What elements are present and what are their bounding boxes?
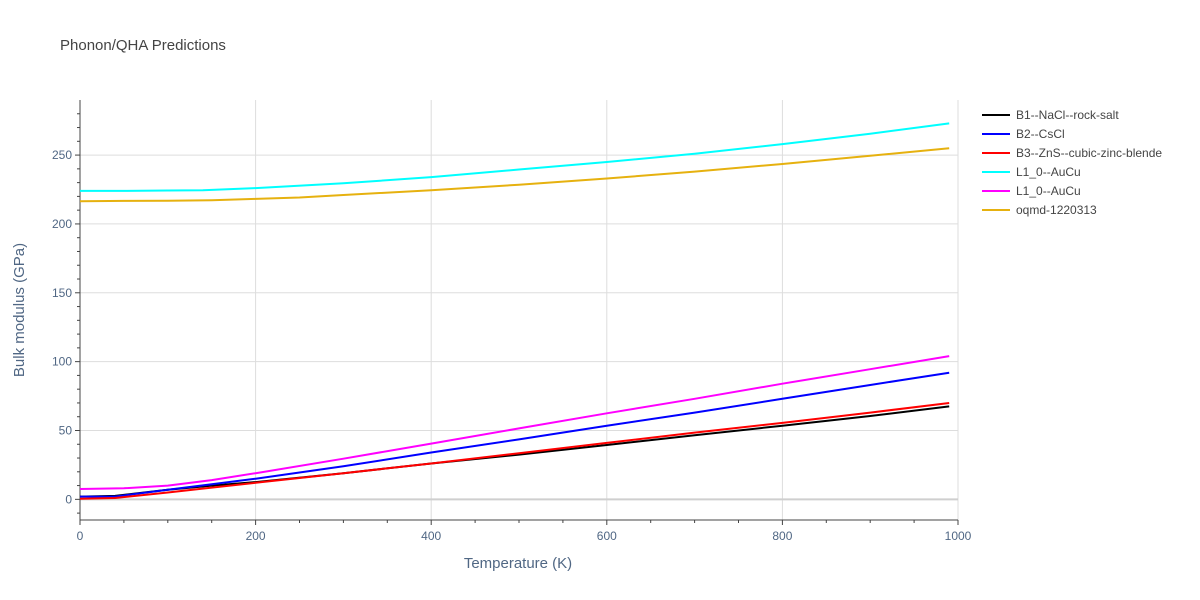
x-tick-label: 600 <box>597 529 617 543</box>
x-tick-label: 0 <box>77 529 84 543</box>
y-tick-label: 50 <box>59 423 73 437</box>
y-axis-label: Bulk modulus (GPa) <box>11 243 28 377</box>
x-tick-label: 800 <box>772 529 792 543</box>
x-axis-label: Temperature (K) <box>464 555 572 572</box>
series-line-2[interactable] <box>80 371 950 498</box>
x-tick-label: 1000 <box>945 529 972 543</box>
legend-label: L1_0--AuCu <box>1016 165 1081 179</box>
legend-item[interactable]: oqmd-1220313 <box>982 203 1097 217</box>
series-line-5[interactable] <box>79 355 950 490</box>
grid-lines <box>80 100 959 520</box>
series-line-3[interactable] <box>79 402 950 500</box>
legend-item[interactable]: B2--CsCl <box>982 127 1065 141</box>
legend-label: B2--CsCl <box>1016 127 1065 141</box>
x-tick-label: 400 <box>421 529 441 543</box>
y-tick-label: 0 <box>65 492 72 506</box>
legend-label: L1_0--AuCu <box>1016 184 1081 198</box>
chart-title: Phonon/QHA Predictions <box>60 37 226 54</box>
axes <box>75 100 959 525</box>
series-line-6[interactable] <box>79 147 950 203</box>
y-tick-label: 200 <box>52 217 72 231</box>
series-line-1[interactable] <box>79 405 950 498</box>
x-tick-label: 200 <box>246 529 266 543</box>
legend-label: B3--ZnS--cubic-zinc-blende <box>1016 146 1162 160</box>
legend-item[interactable]: B3--ZnS--cubic-zinc-blende <box>982 146 1162 160</box>
legend-item[interactable]: L1_0--AuCu <box>982 184 1081 198</box>
legend-label: oqmd-1220313 <box>1016 203 1097 217</box>
legend-item[interactable]: B1--NaCl--rock-salt <box>982 108 1119 122</box>
y-tick-label: 100 <box>52 355 72 369</box>
legend-label: B1--NaCl--rock-salt <box>1016 108 1119 122</box>
tick-labels: 0 200 400 600 800 1000 0 50 100 150 200 250 <box>52 148 972 543</box>
y-tick-label: 150 <box>52 286 72 300</box>
series-line-4[interactable] <box>80 122 950 192</box>
y-tick-label: 250 <box>52 148 72 162</box>
legend[interactable]: B1--NaCl--rock-salt B2--CsCl B3--ZnS--cubi… <box>982 108 1162 217</box>
legend-item[interactable]: L1_0--AuCu <box>982 165 1081 179</box>
series-lines <box>79 122 950 500</box>
